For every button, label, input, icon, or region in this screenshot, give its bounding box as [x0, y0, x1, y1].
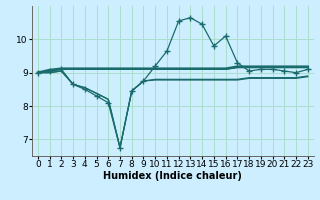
X-axis label: Humidex (Indice chaleur): Humidex (Indice chaleur): [103, 171, 242, 181]
